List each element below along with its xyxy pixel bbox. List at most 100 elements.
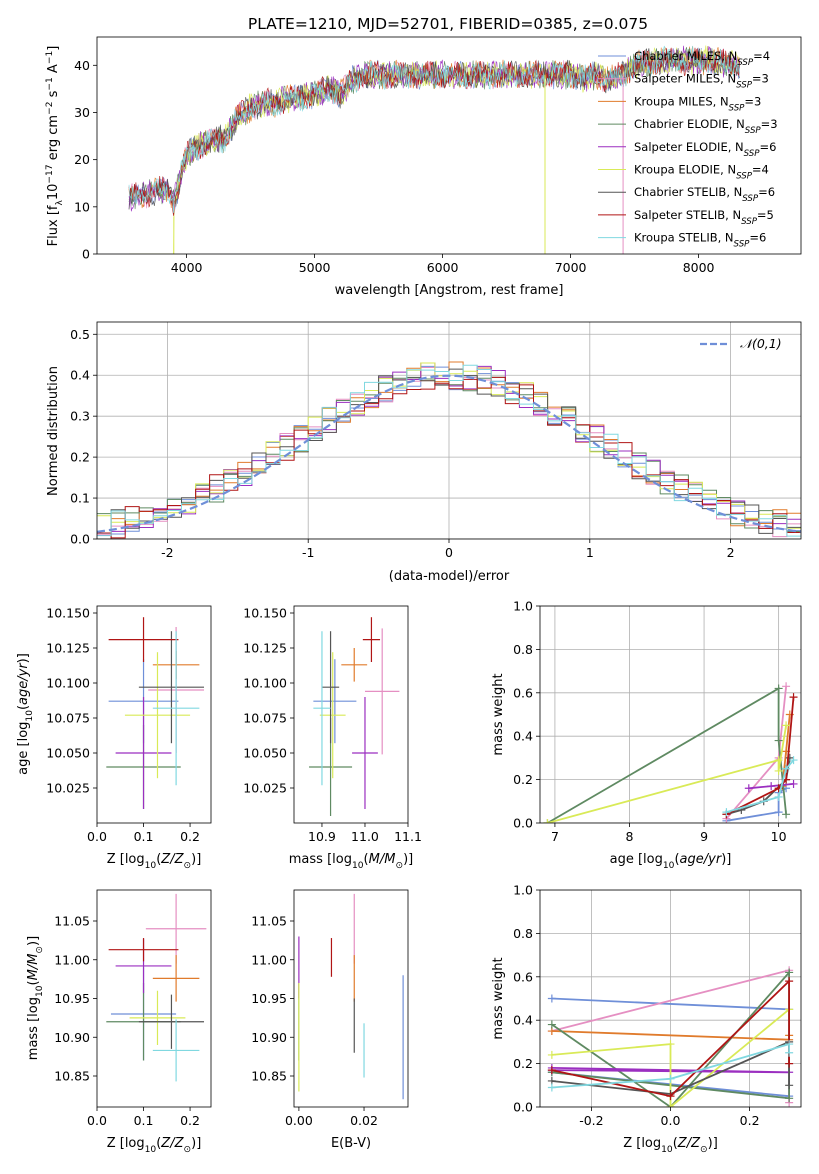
x-axis-label: Z [log10(Z/Z⊙)] [107,852,202,871]
x-tick-label: 7 [551,829,559,844]
x-tick-label: 0.0 [87,829,107,844]
panel-spectrum: 4000 5000 6000 7000 8000 0 10 20 30 40 Chabrier MI… [45,36,802,298]
weight-marker [782,682,791,691]
plot-area [106,893,207,1082]
y-axis-label: mass weight [491,673,506,755]
panel-mass_vs_Z: 0.0 0.1 0.2 10.85 10.90 10.95 11.00 11.05 Z [log… [26,889,212,1155]
weight-series-line [547,686,787,823]
weight-marker [785,968,794,977]
weight-marker [666,1040,675,1049]
y-tick-label: 10.100 [243,676,287,691]
x-tick-label: 6000 [427,260,459,275]
x-tick-label: 4000 [171,260,203,275]
y-tick-label: 20 [74,152,90,167]
weight-series-line [547,725,787,823]
y-tick-label: 0.2 [513,1056,533,1071]
weight-marker [547,1083,556,1092]
y-tick-label: 10.95 [54,991,90,1006]
x-tick-label: 0 [445,545,453,560]
y-axis-label: Normed distribution [46,366,61,496]
weight-marker [774,684,783,693]
y-tick-label: 10.050 [46,746,90,761]
x-axis-label: mass [log10(M/M⊙)] [289,852,413,871]
x-axis-label: Z [log10(Z/Z⊙)] [107,1136,202,1155]
panel-residuals: -2 -1 0 1 2 0.0 0.1 0.2 0.3 0.4 0.5 𝒩(0,1) (data-mod… [46,321,802,584]
y-tick-label: 11.00 [54,952,90,967]
y-tick-label: 10.150 [46,606,90,621]
y-tick-label: 0.2 [513,772,533,787]
y-axis-label: mass weight [491,957,506,1039]
legend-label: Chabrier MILES, NSSP=4 [634,49,770,68]
x-axis-label: (data-model)/error [389,569,510,584]
y-tick-label: 0.4 [70,368,90,383]
axes-frame [96,605,212,824]
x-tick-label: 0.2 [740,1113,760,1128]
weight-marker [785,1081,794,1090]
weight-marker [789,779,798,788]
x-tick-label: 11.0 [351,829,379,844]
y-tick-label: 0.4 [513,729,533,744]
y-tick-label: 10.95 [251,991,287,1006]
weight-marker [774,756,783,765]
y-tick-label: 40 [74,58,90,73]
y-axis-label: age [log10(age/yr)] [16,653,35,775]
normal-reference-curve [97,374,801,533]
x-tick-label: 5000 [299,260,331,275]
legend-label: Salpeter STELIB, NSSP=5 [634,208,774,227]
y-tick-label: 0.3 [70,409,90,424]
x-tick-label: 0.2 [180,829,200,844]
y-tick-label: 10.025 [243,781,287,796]
y-tick-label: 10.90 [251,1030,287,1045]
y-tick-label: 10.90 [54,1030,90,1045]
y-tick-label: 10.85 [54,1069,90,1084]
y-tick-label: 11.05 [251,914,287,929]
axes-frame [293,889,409,1108]
x-tick-label: 10.9 [308,829,336,844]
panel-age_vs_mass: 10.9 11.0 11.1 10.025 10.050 10.075 10.100 10.1… [243,606,422,872]
weight-marker [767,782,776,791]
axes-frame [96,36,802,255]
y-tick-label: 10.85 [251,1069,287,1084]
y-axis-label: Flux [fλ10−17 erg cm−2 s−1 A−1] [45,46,65,247]
x-axis-label: age [log10(age/yr)] [610,852,732,871]
y-tick-label: 0.0 [70,532,90,547]
x-tick-label: 0.1 [134,1113,154,1128]
x-tick-label: 11.1 [394,829,422,844]
weight-marker [774,808,783,817]
x-axis-label: wavelength [Angstrom, rest frame] [335,283,564,298]
legend-label: Kroupa ELODIE, NSSP=4 [634,163,769,182]
x-tick-label: 0.1 [134,829,154,844]
x-tick-label: 9 [700,829,708,844]
x-tick-label: 0.2 [180,1113,200,1128]
panel-mass_vs_EBV: 0.00 0.02 10.85 10.90 10.95 11.00 11.05 E(B-V) [251,889,409,1151]
x-tick-label: 1 [586,545,594,560]
y-tick-label: 10.100 [46,676,90,691]
legend-label: Chabrier ELODIE, NSSP=3 [634,117,778,136]
y-tick-label: 0.1 [70,491,90,506]
axes-frame [96,889,212,1108]
weight-marker [785,1040,794,1049]
weight-marker [785,1059,794,1068]
y-axis-label: mass [log10(M/M⊙)] [26,936,45,1060]
y-tick-label: 30 [74,105,90,120]
weight-marker [774,736,783,745]
x-axis-label: E(B-V) [331,1136,371,1151]
legend-label: Salpeter ELODIE, NSSP=6 [634,140,776,159]
x-tick-label: 0.0 [87,1113,107,1128]
x-tick-label: -0.2 [579,1113,603,1128]
spectrum-line [128,45,740,214]
y-tick-label: 1.0 [513,883,533,898]
weight-marker [785,1094,794,1103]
legend-label: Salpeter MILES, NSSP=3 [634,72,769,91]
y-tick-label: 0 [82,247,90,262]
x-tick-label: 0.02 [350,1113,378,1128]
y-tick-label: 0.0 [513,816,533,831]
y-tick-label: 10.150 [243,606,287,621]
plot-area [540,606,801,823]
weight-marker [782,721,791,730]
y-tick-label: 0.6 [513,969,533,984]
weight-marker [774,792,783,801]
weight-marker [785,1048,794,1057]
x-tick-label: 10 [771,829,787,844]
